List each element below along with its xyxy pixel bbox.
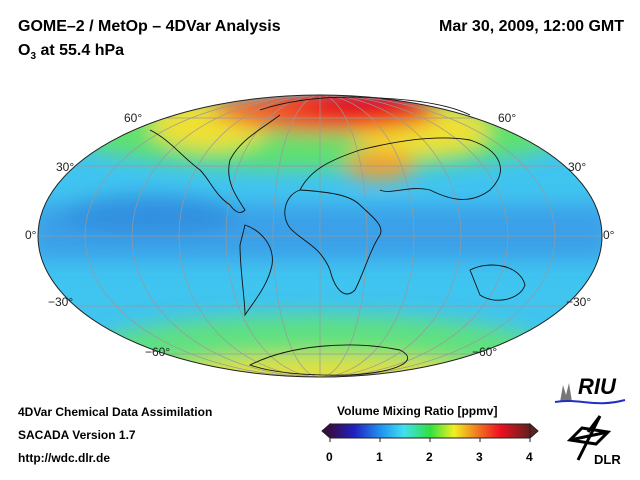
footer-url[interactable]: http://wdc.dlr.de <box>18 451 110 465</box>
colorbar-tick-2: 2 <box>426 450 433 464</box>
colorbar <box>321 422 539 442</box>
map-title: GOME–2 / MetOp – 4DVar Analysis <box>18 18 281 35</box>
lat-label-eq-left: 0° <box>25 228 37 242</box>
lat-label-60n-right: 60° <box>498 111 517 125</box>
date-label: Mar 30, 2009, 12:00 GMT <box>439 18 624 35</box>
dlr-logo-text: DLR <box>594 452 621 467</box>
map-border <box>37 94 603 378</box>
lat-label-30n-left: 30° <box>56 160 75 174</box>
colorbar-tick-1: 1 <box>376 450 383 464</box>
lat-label-30n-right: 30° <box>568 160 587 174</box>
coastlines <box>149 96 526 376</box>
subtitle: O3 at 55.4 hPa <box>18 42 124 62</box>
lat-label-30s-left: −30° <box>48 295 74 309</box>
colorbar-tick-0: 0 <box>326 450 333 464</box>
colorbar-title: Volume Mixing Ratio [ppmv] <box>337 404 498 418</box>
lat-label-60s-left: −60° <box>145 345 171 359</box>
lat-label-eq-right: 0° <box>603 228 615 242</box>
colorbar-tick-3: 3 <box>476 450 483 464</box>
footer-line-2: SACADA Version 1.7 <box>18 428 136 442</box>
footer-line-1: 4DVar Chemical Data Assimilation <box>18 405 213 419</box>
subtitle-subscript: 3 <box>30 51 37 63</box>
riu-logo-icon <box>554 383 626 405</box>
graticule <box>38 95 602 377</box>
lat-label-60s-right: −60° <box>472 345 498 359</box>
subtitle-species: O <box>18 42 31 59</box>
colorbar-tick-4: 4 <box>526 450 533 464</box>
subtitle-level: at 55.4 hPa <box>36 42 125 59</box>
riu-logo-text: RIU <box>578 374 616 399</box>
lat-label-30s-right: −30° <box>566 295 592 309</box>
dlr-logo-icon <box>566 415 612 461</box>
lat-label-60n-left: 60° <box>124 111 143 125</box>
colorbar-gradient <box>329 423 531 439</box>
